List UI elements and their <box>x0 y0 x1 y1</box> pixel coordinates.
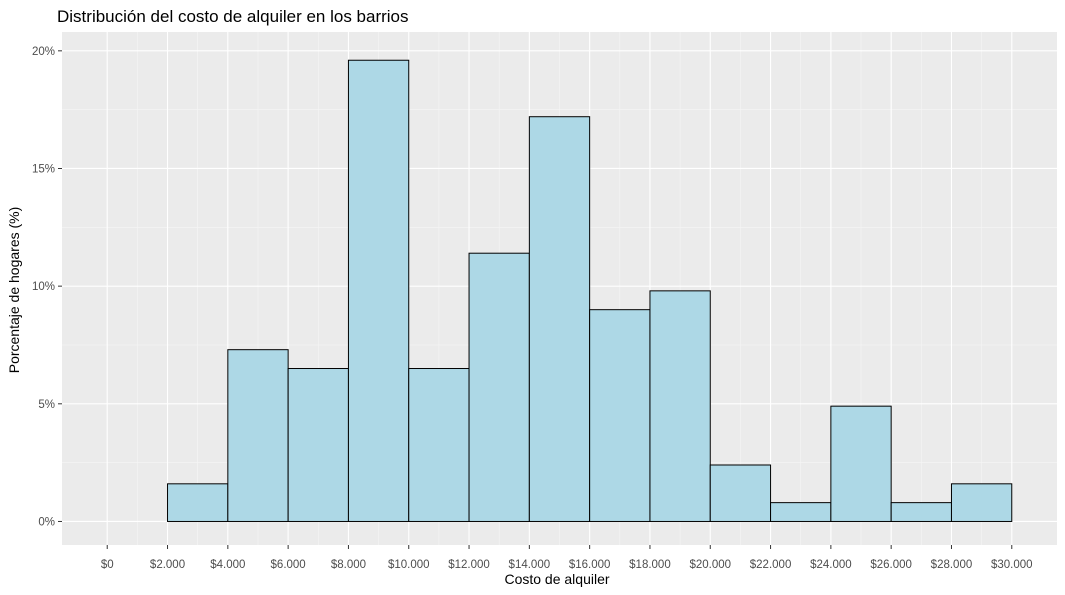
histogram-bar <box>287 368 349 522</box>
y-tick-label: 20% <box>32 46 55 58</box>
x-tick-label: $0 <box>101 559 114 571</box>
histogram-bar <box>468 252 530 522</box>
x-tick-label: $14.000 <box>509 559 551 571</box>
y-axis-title: Porcentaje de hogares (%) <box>6 207 22 374</box>
x-tick-label: $26.000 <box>870 559 912 571</box>
y-tick-label: 5% <box>38 399 55 411</box>
histogram-bar <box>950 483 1013 522</box>
chart-title: Distribución del costo de alquiler en lo… <box>57 7 409 26</box>
histogram-bars <box>167 59 1013 522</box>
y-axis: 0% 5% 10% 15% 20% <box>32 46 62 528</box>
x-tick-label: $22.000 <box>750 559 792 571</box>
histogram-bar <box>770 502 832 522</box>
y-tick-label: 15% <box>32 163 55 175</box>
x-tick-label: $2.000 <box>150 559 185 571</box>
histogram-bar <box>167 483 229 522</box>
histogram-bar <box>589 309 651 522</box>
x-tick-label: $10.000 <box>388 559 430 571</box>
x-axis: $0 $2.000 $4.000 $6.000 $8.000 $10.000 $12.000… <box>101 545 1033 571</box>
histogram-bar <box>347 59 410 522</box>
x-tick-label: $24.000 <box>810 559 852 571</box>
x-tick-label: $28.000 <box>931 559 973 571</box>
x-tick-label: $12.000 <box>448 559 490 571</box>
histogram-bar <box>649 290 711 522</box>
y-tick-label: 0% <box>38 516 55 528</box>
x-axis-title: Costo de alquiler <box>504 571 609 587</box>
histogram-bar <box>408 368 470 522</box>
histogram-bar <box>890 502 952 522</box>
x-tick-label: $20.000 <box>689 559 731 571</box>
histogram-bar <box>227 349 289 522</box>
x-tick-label: $18.000 <box>629 559 671 571</box>
histogram-bar <box>528 116 591 522</box>
histogram-bar <box>830 405 892 522</box>
x-tick-label: $6.000 <box>271 559 306 571</box>
x-tick-label: $30.000 <box>991 559 1033 571</box>
x-tick-label: $16.000 <box>569 559 611 571</box>
y-tick-label: 10% <box>32 281 55 293</box>
x-tick-label: $4.000 <box>210 559 245 571</box>
x-tick-label: $8.000 <box>331 559 366 571</box>
histogram-bar <box>709 464 772 522</box>
